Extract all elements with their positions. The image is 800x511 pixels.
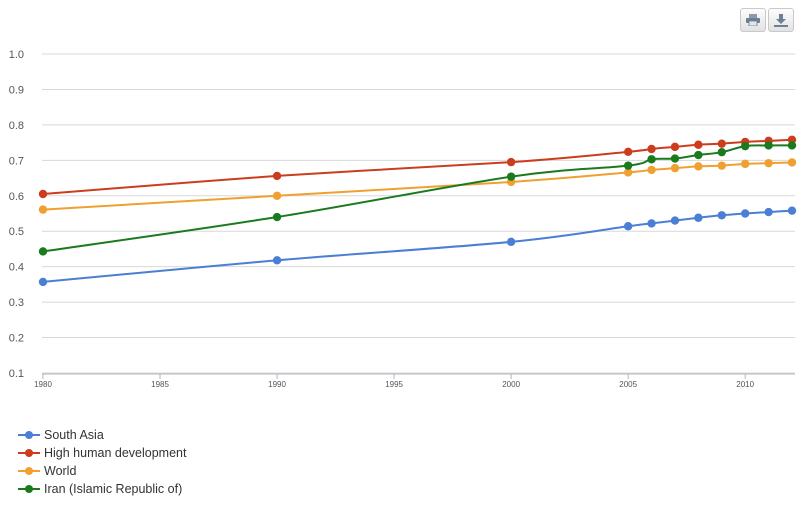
data-point (694, 150, 703, 160)
data-point (38, 189, 48, 199)
y-tick-label: 0.4 (9, 262, 24, 274)
x-tick-label: 1985 (151, 380, 169, 389)
y-tick-label: 0.9 (9, 84, 24, 96)
data-point (670, 163, 680, 173)
y-tick-label: 0.5 (9, 226, 24, 238)
data-point (717, 139, 726, 148)
legend-marker (18, 483, 40, 495)
data-point (272, 256, 282, 265)
data-point (740, 209, 750, 218)
data-point (670, 154, 680, 163)
data-point (764, 158, 773, 168)
y-tick-label: 1.0 (9, 49, 24, 61)
x-tick-label: 1995 (385, 380, 403, 389)
y-tick-label: 0.3 (9, 297, 24, 309)
x-tick-label: 1990 (268, 380, 286, 389)
data-point (272, 171, 282, 181)
data-point (764, 207, 773, 217)
legend-item-world[interactable]: World (18, 462, 186, 480)
legend-item-high-human-development[interactable]: High human development (18, 444, 186, 462)
print-button[interactable] (740, 8, 766, 32)
legend-label: South Asia (44, 428, 104, 442)
x-axis: 1980 1985 1990 1995 2000 2005 2010 (34, 373, 795, 389)
legend-label: World (44, 464, 77, 478)
download-icon (774, 13, 788, 27)
print-icon (746, 14, 760, 26)
series-south-asia (38, 206, 797, 287)
download-button[interactable] (768, 8, 794, 32)
y-axis-ticks: 0.1 0.2 0.3 0.4 0.5 0.6 0.7 0.8 0.9 1.0 (9, 49, 24, 380)
y-tick-label: 0.7 (9, 155, 24, 167)
data-point (506, 172, 516, 181)
y-tick-label: 0.6 (9, 191, 24, 203)
x-tick-label: 1980 (34, 380, 52, 389)
legend-marker (18, 465, 40, 477)
data-point (717, 147, 726, 157)
data-point (717, 161, 726, 170)
data-point (787, 158, 797, 167)
legend-label: Iran (Islamic Republic of) (44, 482, 183, 496)
line-chart: 0.10.20.30.40.50.60.70.80.91.0 1980 1985 1… (9, 49, 797, 389)
data-point (623, 147, 633, 157)
legend-marker-dot (25, 449, 33, 457)
x-tick-label: 2010 (736, 380, 754, 389)
legend-marker-dot (25, 431, 33, 439)
data-point (647, 144, 656, 154)
legend-label: High human development (44, 446, 187, 460)
legend-marker (18, 447, 40, 459)
legend: South Asia High human development World Ira… (18, 426, 186, 498)
data-point (38, 277, 48, 287)
data-point (694, 213, 703, 222)
data-point (506, 237, 516, 247)
data-point (740, 159, 750, 169)
data-point (647, 219, 656, 228)
data-point (647, 155, 656, 164)
data-point (647, 165, 656, 175)
data-point (694, 162, 703, 171)
grid-lines (42, 53, 795, 374)
y-tick-label: 0.1 (9, 368, 24, 380)
data-point (694, 140, 703, 149)
x-tick-label: 2000 (502, 380, 520, 389)
series-line-south-asia (42, 209, 793, 283)
data-point (623, 161, 633, 170)
data-point (272, 191, 282, 200)
legend-marker-dot (25, 467, 33, 475)
series-line-iran-islamic-republic-of (42, 144, 793, 253)
x-tick-label: 2005 (619, 380, 637, 389)
data-point (272, 212, 282, 222)
legend-marker (18, 429, 40, 441)
data-point (38, 247, 48, 256)
y-tick-label: 0.8 (9, 120, 24, 132)
data-point (623, 168, 633, 177)
data-point (506, 157, 516, 167)
data-point (787, 141, 797, 150)
data-point (717, 211, 726, 220)
legend-item-south-asia[interactable]: South Asia (18, 426, 186, 444)
series-group (38, 135, 797, 287)
series-high-human-development (38, 135, 797, 199)
data-point (740, 141, 750, 151)
series-world (38, 158, 797, 214)
legend-marker-dot (25, 485, 33, 493)
data-point (670, 142, 680, 152)
data-point (787, 206, 797, 215)
data-point (670, 216, 680, 225)
y-tick-label: 0.2 (9, 333, 24, 345)
data-point (38, 205, 48, 214)
data-point (623, 222, 633, 231)
series-iran-islamic-republic-of (38, 141, 797, 256)
data-point (764, 141, 773, 150)
legend-item-iran-islamic-republic-of[interactable]: Iran (Islamic Republic of) (18, 480, 186, 498)
